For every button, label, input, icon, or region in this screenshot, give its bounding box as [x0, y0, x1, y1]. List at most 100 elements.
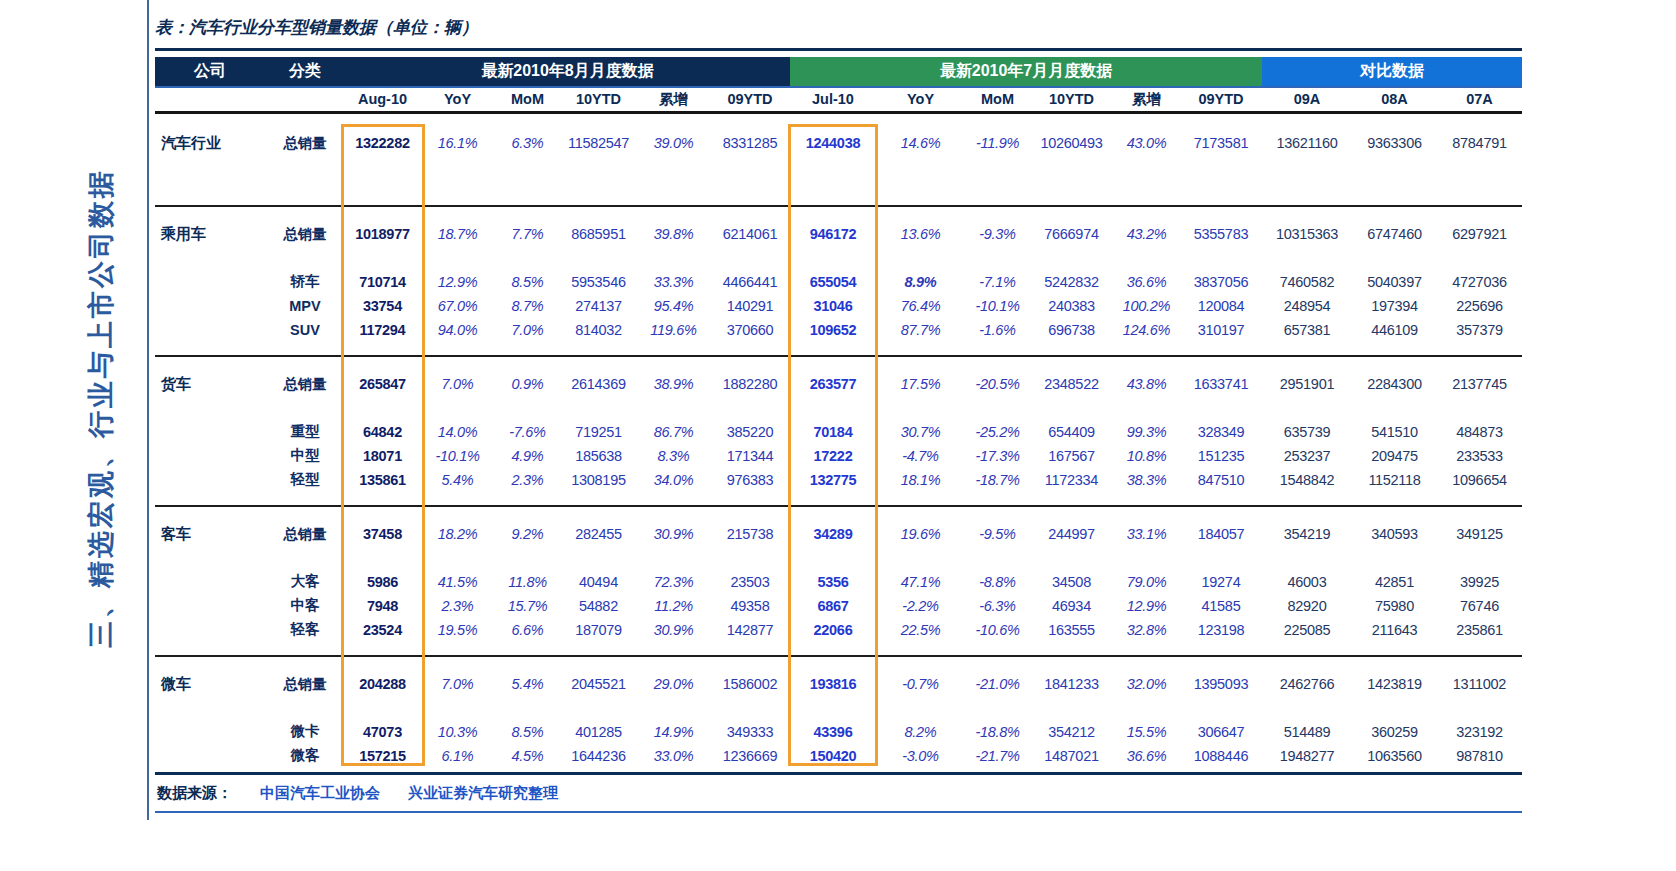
value-cell: 5242832 [1030, 270, 1113, 294]
value-cell: 349125 [1437, 506, 1522, 558]
value-cell: 41585 [1180, 594, 1262, 618]
value-cell: 1948277 [1262, 744, 1352, 768]
value-cell: 13621160 [1262, 112, 1352, 206]
column-header-7: YoY [876, 87, 965, 112]
value-cell: 9363306 [1352, 112, 1437, 206]
value-cell: 40494 [560, 570, 637, 594]
value-cell: 225696 [1437, 294, 1522, 318]
value-cell: 39.0% [637, 112, 710, 206]
value-cell: 76746 [1437, 594, 1522, 618]
value-cell: 248954 [1262, 294, 1352, 318]
value-cell: 38.3% [1113, 468, 1180, 492]
value-cell: 10315363 [1262, 206, 1352, 258]
value-cell: 13.6% [876, 206, 965, 258]
value-cell: 814032 [560, 318, 637, 342]
value-cell: 151235 [1180, 444, 1262, 468]
value-cell: 209475 [1352, 444, 1437, 468]
value-cell: -7.1% [965, 270, 1030, 294]
value-cell: 34508 [1030, 570, 1113, 594]
value-cell: 5.4% [420, 468, 495, 492]
category-cell: 轿车 [265, 270, 345, 294]
column-header-10: 累增 [1113, 87, 1180, 112]
value-cell: 1487021 [1030, 744, 1113, 768]
value-cell: 987810 [1437, 744, 1522, 768]
value-cell: 484873 [1437, 420, 1522, 444]
value-cell: 76.4% [876, 294, 965, 318]
source-link-1[interactable]: 中国汽车工业协会 [260, 784, 380, 803]
column-header-2: MoM [495, 87, 560, 112]
company-cell [155, 594, 265, 618]
value-cell: 253237 [1262, 444, 1352, 468]
value-cell: 328349 [1180, 420, 1262, 444]
value-cell: 4466441 [710, 270, 790, 294]
group-header-row: 公司 分类 最新2010年8月月度数据 最新2010年7月月度数据 对比数据 [155, 57, 1522, 87]
value-cell: 38.9% [637, 356, 710, 408]
column-header-12: 09A [1262, 87, 1352, 112]
title-rule [155, 48, 1522, 51]
value-cell: 7.0% [420, 656, 495, 708]
company-cell [155, 420, 265, 444]
value-cell: 225085 [1262, 618, 1352, 642]
value-cell: 657381 [1262, 318, 1352, 342]
value-cell: 11.2% [637, 594, 710, 618]
value-cell: 75980 [1352, 594, 1437, 618]
value-cell: 1395093 [1180, 656, 1262, 708]
value-cell: 6214061 [710, 206, 790, 258]
value-cell: 14.0% [420, 420, 495, 444]
value-cell: 15.7% [495, 594, 560, 618]
value-cell: 8.9% [876, 270, 965, 294]
value-cell: 0.9% [495, 356, 560, 408]
value-cell: 36.6% [1113, 744, 1180, 768]
value-cell: 167567 [1030, 444, 1113, 468]
value-cell: 2951901 [1262, 356, 1352, 408]
value-cell: 33.0% [637, 744, 710, 768]
company-cell [155, 720, 265, 744]
value-cell: 1172334 [1030, 468, 1113, 492]
value-cell: 16.1% [420, 112, 495, 206]
value-cell: 10.8% [1113, 444, 1180, 468]
column-header-11: 09YTD [1180, 87, 1262, 112]
category-cell: SUV [265, 318, 345, 342]
source-link-2[interactable]: 兴业证券汽车研究整理 [408, 784, 558, 803]
category-cell: 轻型 [265, 468, 345, 492]
value-cell: 6.1% [420, 744, 495, 768]
report-page: 三、精选宏观、行业与上市公司数据 表：汽车行业分车型销量数据（单位：辆） 公司 … [0, 0, 1676, 871]
column-header-14: 07A [1437, 87, 1522, 112]
value-cell: 847510 [1180, 468, 1262, 492]
value-cell: 29.0% [637, 656, 710, 708]
value-cell: 185638 [560, 444, 637, 468]
value-cell: 72.3% [637, 570, 710, 594]
category-cell: 重型 [265, 420, 345, 444]
value-cell: 43.2% [1113, 206, 1180, 258]
jul-column-highlight-box [788, 124, 878, 766]
left-vertical-rule [147, 0, 149, 820]
value-cell: 1841233 [1030, 656, 1113, 708]
value-cell: 36.6% [1113, 270, 1180, 294]
value-cell: 15.5% [1113, 720, 1180, 744]
value-cell: 541510 [1352, 420, 1437, 444]
value-cell: 357379 [1437, 318, 1522, 342]
company-cell: 汽车行业 [155, 112, 265, 206]
value-cell: 719251 [560, 420, 637, 444]
value-cell: 233533 [1437, 444, 1522, 468]
column-header-3: 10YTD [560, 87, 637, 112]
value-cell: 4727036 [1437, 270, 1522, 294]
value-cell: 6.3% [495, 112, 560, 206]
value-cell: 124.6% [1113, 318, 1180, 342]
value-cell: 46934 [1030, 594, 1113, 618]
value-cell: 79.0% [1113, 570, 1180, 594]
value-cell: 7666974 [1030, 206, 1113, 258]
table-header: 公司 分类 最新2010年8月月度数据 最新2010年7月月度数据 对比数据 A… [155, 57, 1522, 112]
value-cell: 1423819 [1352, 656, 1437, 708]
source-label: 数据来源： [157, 784, 232, 803]
value-cell: 1152118 [1352, 468, 1437, 492]
value-cell: 1882280 [710, 356, 790, 408]
value-cell: 94.0% [420, 318, 495, 342]
value-cell: 123198 [1180, 618, 1262, 642]
value-cell: 8.3% [637, 444, 710, 468]
value-cell: 17.5% [876, 356, 965, 408]
category-cell: 微卡 [265, 720, 345, 744]
value-cell: 18.1% [876, 468, 965, 492]
value-cell: 4.9% [495, 444, 560, 468]
value-cell: 8.5% [495, 720, 560, 744]
